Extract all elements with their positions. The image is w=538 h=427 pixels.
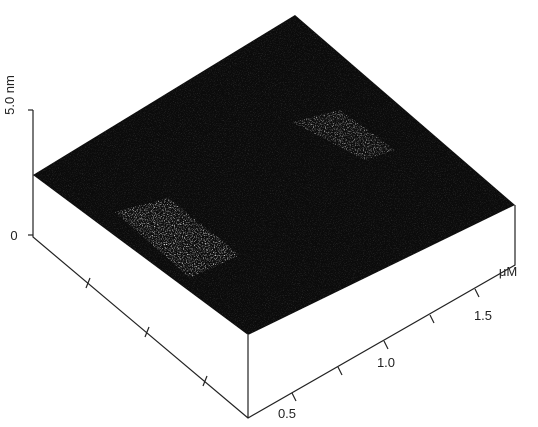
tick xyxy=(430,315,434,323)
x-tick-label: 1.5 xyxy=(474,308,492,323)
x-tick-label: 1.0 xyxy=(377,355,395,370)
x-tick-label: 0.5 xyxy=(278,406,296,421)
tick xyxy=(292,393,296,401)
tick xyxy=(475,289,479,297)
tick xyxy=(384,341,388,349)
tick xyxy=(338,367,342,375)
z-zero-label: 0 xyxy=(10,228,17,243)
page: 5.0 nm 0 μM 0.5 1.0 1.5 (() => { const d… xyxy=(0,0,538,422)
x-unit-label: μM xyxy=(499,264,517,279)
z-max-label: 5.0 nm xyxy=(2,75,17,115)
afm-surface-plot: 5.0 nm 0 μM 0.5 1.0 1.5 xyxy=(0,0,538,422)
